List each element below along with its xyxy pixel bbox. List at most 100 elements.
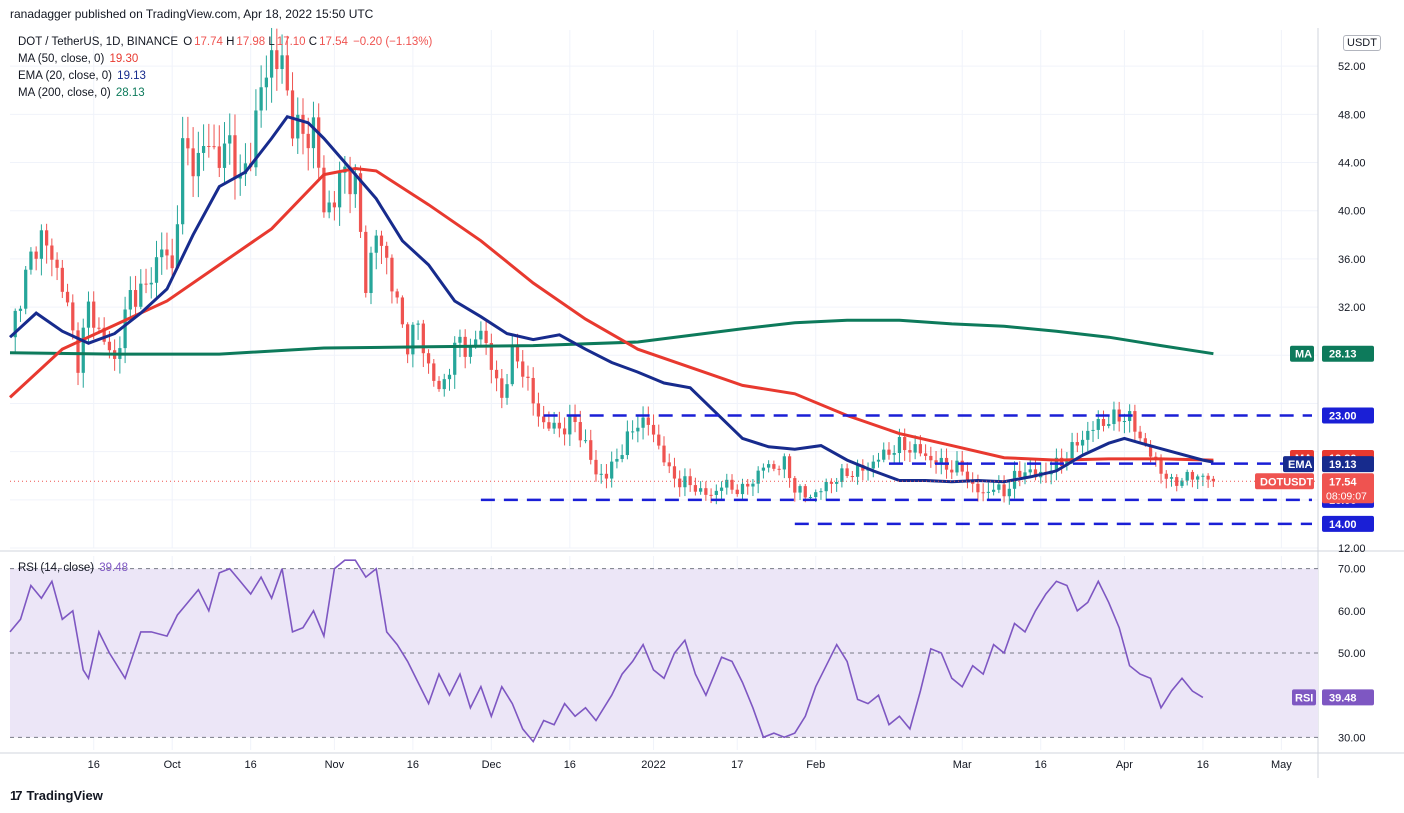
time-tick-label: Mar (953, 759, 972, 771)
candle-up (552, 422, 556, 429)
legend-ma200[interactable]: MA (200, close, 0) 28.13 (18, 87, 147, 99)
legend-ma50[interactable]: MA (50, close, 0) 19.30 (18, 53, 140, 65)
candle-up (259, 87, 263, 111)
candle-up (871, 461, 875, 469)
time-tick-label: 16 (1035, 759, 1047, 771)
candle-down (71, 302, 75, 331)
candle-up (824, 481, 828, 492)
candle-down (1148, 444, 1153, 457)
candle-down (379, 235, 384, 246)
candle-down (693, 485, 698, 492)
candle-up (353, 173, 357, 195)
candle-down (803, 486, 807, 498)
time-tick-label: Oct (164, 759, 181, 771)
tradingview-logo[interactable]: 17 TradingView (10, 788, 103, 803)
candle-down (233, 135, 237, 179)
candle-down (186, 138, 190, 149)
candle-up (280, 55, 284, 70)
candle-down (918, 444, 922, 454)
candle-up (840, 468, 844, 482)
candle-up (175, 224, 180, 269)
ohlc-key-c: C (305, 36, 318, 48)
time-tick-label: 16 (407, 759, 419, 771)
candle-down (829, 481, 834, 484)
candle-down (395, 291, 399, 298)
candle-up (269, 50, 274, 78)
candle-down (1033, 469, 1038, 478)
candle-down (562, 428, 567, 435)
candle-down (500, 378, 504, 398)
time-tick-label: Dec (482, 759, 502, 771)
time-tick-label: Nov (325, 759, 345, 771)
currency-label[interactable]: USDT (1343, 35, 1381, 51)
candle-up (447, 374, 452, 380)
candle-up (479, 330, 483, 340)
legend-ema20[interactable]: EMA (20, close, 0) 19.13 (18, 70, 148, 82)
candle-down (730, 479, 734, 490)
candle-down (657, 434, 661, 446)
candle-up (311, 117, 316, 149)
candle-up (442, 379, 446, 390)
candle-down (1143, 438, 1147, 445)
candle-up (636, 427, 640, 432)
candle-down (531, 377, 535, 404)
price-tag-ema (1322, 456, 1374, 473)
candle-down (965, 471, 970, 482)
series-tag-label: MA (1295, 349, 1312, 361)
candle-up (756, 470, 760, 484)
candle-down (1211, 478, 1215, 482)
candle-down (317, 117, 321, 168)
candle-down (406, 324, 410, 355)
price-tick-label: 32.00 (1338, 302, 1366, 314)
candle-down (887, 449, 891, 455)
candle-down (322, 167, 326, 213)
candle-up (751, 483, 755, 487)
candle-down (348, 166, 352, 195)
candle-down (60, 267, 64, 292)
candle-up (468, 346, 473, 357)
candle-up (1070, 442, 1074, 462)
candle-up (228, 135, 232, 144)
candle-down (494, 369, 499, 379)
candle-down (55, 259, 59, 268)
candle-down (45, 230, 49, 246)
candle-down (704, 488, 708, 495)
symbol-legend[interactable]: DOT / TetherUS, 1D, BINANCE O 17.74 H 17.9… (18, 36, 434, 48)
ema20-line (8, 114, 1214, 484)
candle-down (850, 476, 854, 478)
rsi-legend[interactable]: RSI (14, close) 39.48 (18, 562, 130, 574)
time-tick-label: Feb (806, 759, 825, 771)
candle-down (793, 478, 797, 493)
candle-down (484, 330, 488, 343)
level-tag-text: 23.00 (1329, 410, 1357, 422)
candle-up (630, 431, 635, 433)
candle-up (897, 437, 902, 454)
candle-down (772, 464, 776, 469)
candle-down (1060, 457, 1064, 466)
candle-down (594, 459, 598, 475)
candle-up (196, 152, 200, 177)
candle-down (400, 297, 405, 325)
price-tick-label: 44.00 (1338, 158, 1366, 170)
candle-up (411, 324, 415, 355)
rsi-line (9, 559, 1204, 744)
candle-down (589, 440, 593, 460)
tradingview-wordmark: TradingView (26, 788, 103, 803)
candle-down (275, 50, 279, 70)
candle-down (746, 483, 750, 487)
candle-up (719, 487, 724, 491)
candle-up (24, 269, 28, 309)
price-tag-dotusdt (1322, 473, 1374, 504)
candle-up (222, 143, 227, 168)
candle-up (1112, 409, 1116, 425)
candle-down (908, 450, 912, 453)
candle-up (939, 457, 943, 465)
candle-down (667, 462, 671, 467)
candle-down (1159, 458, 1163, 474)
candle-down (651, 424, 656, 435)
ema20-value: 19.13 (117, 70, 146, 82)
candle-down (578, 422, 582, 441)
rsi-value-tag (1322, 689, 1374, 706)
candle-up (243, 163, 248, 175)
